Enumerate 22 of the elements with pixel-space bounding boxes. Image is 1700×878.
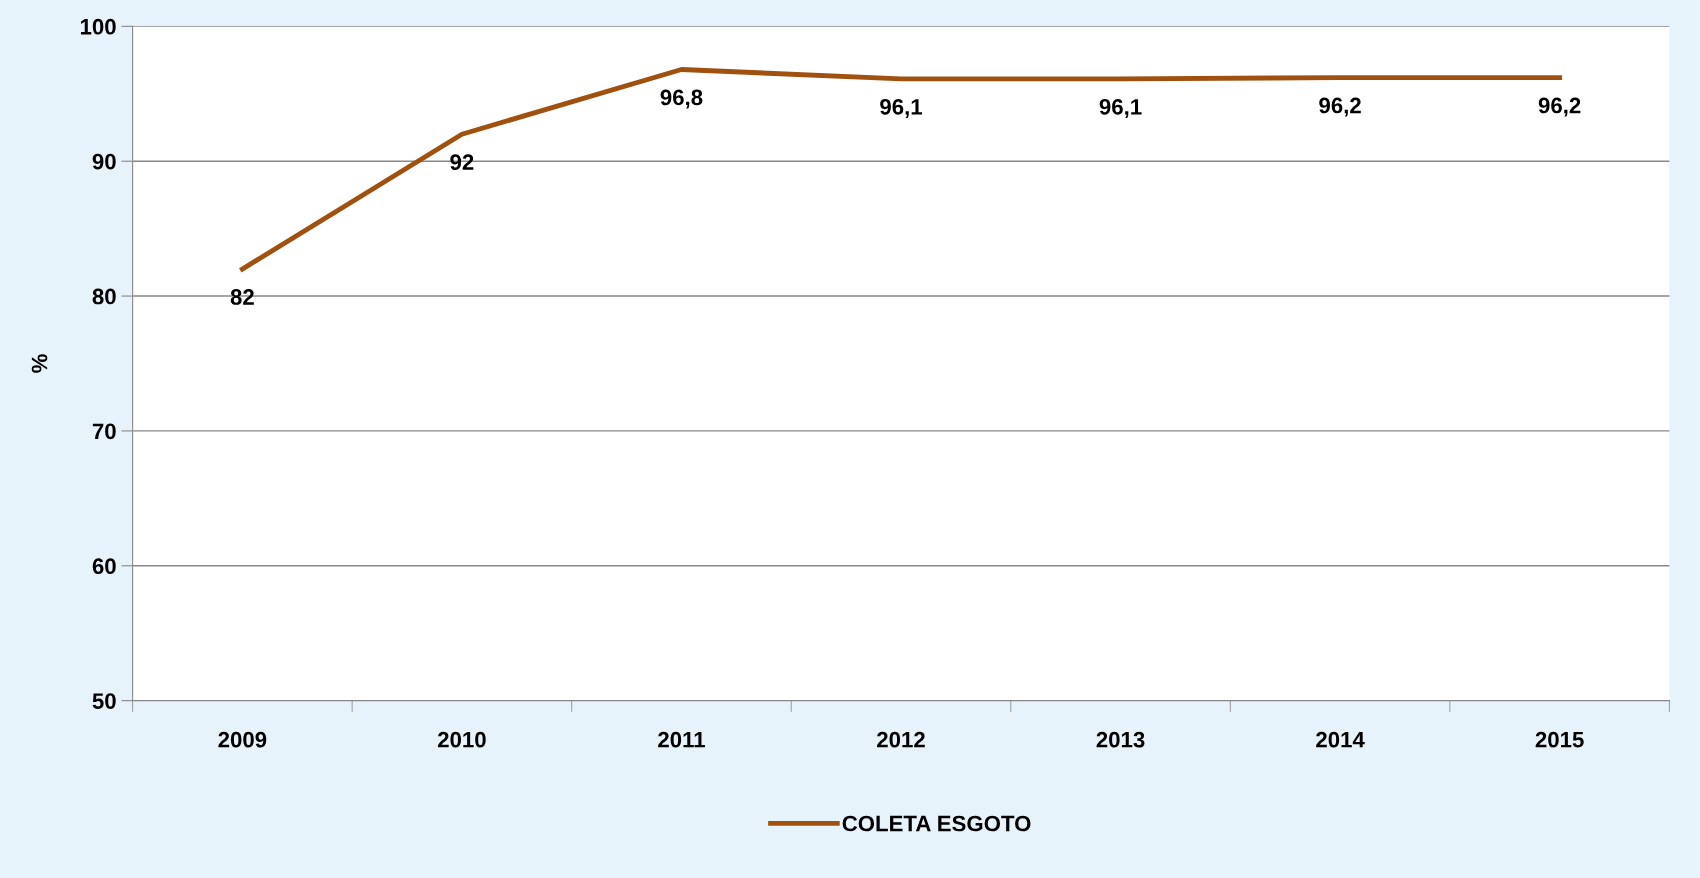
x-tick-label: 2013 bbox=[1096, 731, 1145, 748]
data-label: 96,1 bbox=[880, 98, 923, 118]
x-tick-label: 2011 bbox=[658, 731, 705, 748]
data-label: 82 bbox=[230, 289, 254, 305]
data-label: 92 bbox=[450, 154, 474, 170]
legend-label: COLETA ESGOTO bbox=[842, 815, 1031, 832]
y-tick-label: 90 bbox=[92, 153, 116, 170]
x-tick-label: 2014 bbox=[1316, 731, 1365, 748]
y-tick-label: 100 bbox=[80, 18, 116, 35]
data-label: 96,2 bbox=[1319, 97, 1361, 117]
data-label: 96,8 bbox=[660, 89, 703, 109]
data-label: 96,2 bbox=[1538, 97, 1581, 117]
x-tick-label: 2009 bbox=[218, 731, 267, 748]
y-tick-label: 50 bbox=[92, 693, 116, 709]
x-tick-label: 2015 bbox=[1535, 731, 1584, 748]
y-tick-label: 60 bbox=[92, 558, 116, 575]
x-tick-label: 2012 bbox=[877, 731, 925, 748]
y-axis-title: % bbox=[31, 354, 48, 373]
x-tick-label: 2010 bbox=[437, 731, 486, 748]
y-tick-label: 70 bbox=[92, 423, 116, 440]
y-tick-label: 80 bbox=[92, 288, 116, 305]
data-label: 96,1 bbox=[1099, 98, 1142, 118]
